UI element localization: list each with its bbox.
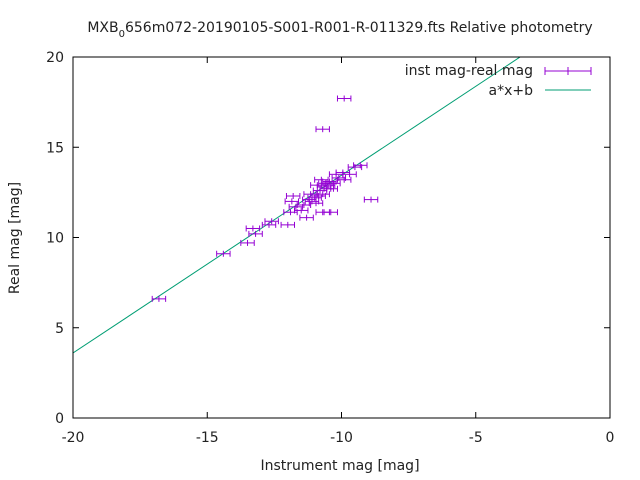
data-point <box>285 192 301 199</box>
data-point <box>294 207 309 214</box>
fit-line-layer <box>73 57 521 354</box>
data-point <box>315 126 330 133</box>
data-point <box>315 191 330 198</box>
data-point <box>308 200 324 207</box>
x-tick-label: -5 <box>469 430 483 446</box>
data-point <box>323 185 338 192</box>
chart-title: MXB0656m072-20190105-S001-R001-R-011329.… <box>87 20 592 40</box>
x-tick-label: -15 <box>196 430 219 446</box>
legend: inst mag-real mag a*x+b <box>405 63 592 99</box>
x-axis-label: Instrument mag [mag] <box>260 458 419 474</box>
data-point <box>245 225 261 232</box>
x-tick-label: -20 <box>62 430 85 446</box>
y-tick-label: 5 <box>55 321 64 337</box>
y-tick-label: 10 <box>46 231 64 247</box>
legend-label-points: inst mag-real mag <box>405 63 533 79</box>
data-point <box>342 171 357 178</box>
data-point <box>336 176 352 183</box>
data-point <box>240 239 255 246</box>
data-point <box>280 221 296 228</box>
legend-label-fit: a*x+b <box>489 83 534 99</box>
y-axis: 0 5 10 15 20 <box>46 50 610 427</box>
data-point <box>363 196 379 203</box>
data-point <box>248 230 263 237</box>
data-point <box>353 162 368 169</box>
data-point <box>288 203 304 210</box>
y-tick-label: 15 <box>46 140 64 156</box>
y-tick-label: 20 <box>46 50 64 66</box>
data-point <box>261 221 277 228</box>
legend-swatch-points <box>544 67 592 75</box>
data-point <box>315 209 330 216</box>
y-axis-label: Real mag [mag] <box>7 182 23 294</box>
data-points-layer <box>151 95 379 302</box>
data-point <box>151 295 167 302</box>
x-axis: -20 -15 -10 -5 0 <box>62 57 615 446</box>
data-point <box>326 180 341 187</box>
y-tick-label: 0 <box>55 411 64 427</box>
data-point <box>284 198 300 205</box>
x-tick-label: 0 <box>606 430 615 446</box>
x-tick-label: -10 <box>330 430 353 446</box>
fit-line <box>73 57 521 354</box>
data-point <box>299 214 314 221</box>
data-point <box>336 95 352 102</box>
data-point <box>216 250 231 257</box>
data-point <box>264 218 279 225</box>
plot-frame <box>72 56 611 419</box>
